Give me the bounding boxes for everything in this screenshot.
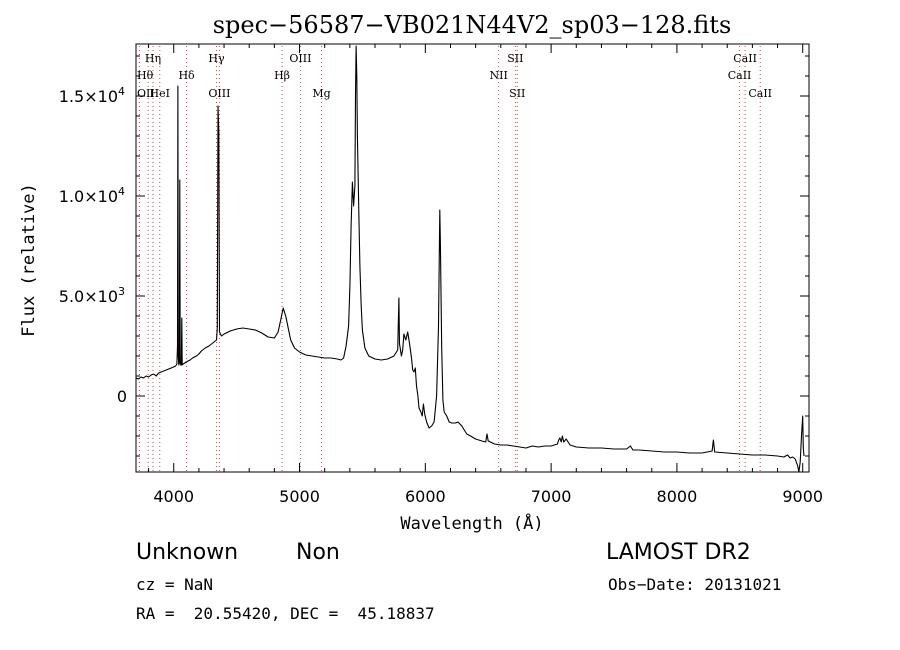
y-axis-label: Flux (relative) bbox=[19, 183, 39, 337]
emission-line-labels: HηHθOIIHeIHδHγOIIIHβOIIIMgNIISIISIICaIIC… bbox=[137, 52, 772, 100]
x-tick-label: 4000 bbox=[153, 487, 194, 506]
x-axis-label: Wavelength (Å) bbox=[400, 512, 543, 534]
survey-name: LAMOST DR2 bbox=[606, 540, 751, 565]
marker-label: CaII bbox=[748, 87, 772, 100]
y-tick-label: 1.5×104 bbox=[59, 85, 125, 106]
redshift-cz: cz = NaN bbox=[136, 575, 214, 594]
y-axis: 0 5.0×103 1.0×104 1.5×104 bbox=[59, 55, 809, 457]
marker-label: OIII bbox=[208, 87, 230, 100]
marker-label: SII bbox=[509, 87, 525, 100]
marker-label: SII bbox=[507, 52, 523, 65]
marker-label: OIII bbox=[289, 52, 311, 65]
marker-label: OII bbox=[137, 87, 155, 100]
y-tick-label: 1.0×104 bbox=[59, 185, 125, 206]
x-tick-label: 6000 bbox=[405, 487, 446, 506]
emission-line-markers bbox=[138, 46, 761, 471]
marker-label: CaII bbox=[728, 69, 752, 82]
marker-label: CaII bbox=[733, 52, 757, 65]
marker-label: Hγ bbox=[208, 52, 225, 65]
marker-label: NII bbox=[490, 69, 508, 82]
marker-label: Hη bbox=[145, 52, 161, 65]
chart-title: spec−56587−VB021N44V2_sp03−128.fits bbox=[213, 11, 732, 39]
marker-label: Hδ bbox=[178, 69, 195, 82]
y-tick-label: 5.0×103 bbox=[59, 285, 125, 306]
marker-label: Hβ bbox=[274, 69, 290, 82]
marker-label: Hθ bbox=[137, 69, 154, 82]
x-axis: 4000 5000 6000 7000 8000 9000 bbox=[148, 44, 823, 506]
x-tick-label: 9000 bbox=[782, 487, 823, 506]
observation-date: Obs−Date: 20131021 bbox=[608, 575, 782, 594]
x-tick-label: 7000 bbox=[531, 487, 572, 506]
coordinates: RA = 20.55420, DEC = 45.18837 bbox=[136, 604, 435, 623]
marker-label: HeI bbox=[150, 87, 170, 100]
x-tick-label: 5000 bbox=[279, 487, 320, 506]
plot-frame bbox=[135, 43, 810, 473]
object-class: Unknown bbox=[136, 540, 239, 565]
object-subclass: Non bbox=[296, 540, 340, 565]
marker-label: Mg bbox=[312, 87, 330, 100]
x-tick-label: 8000 bbox=[657, 487, 698, 506]
y-tick-label: 0 bbox=[117, 387, 127, 406]
spectrum-line bbox=[135, 45, 805, 473]
